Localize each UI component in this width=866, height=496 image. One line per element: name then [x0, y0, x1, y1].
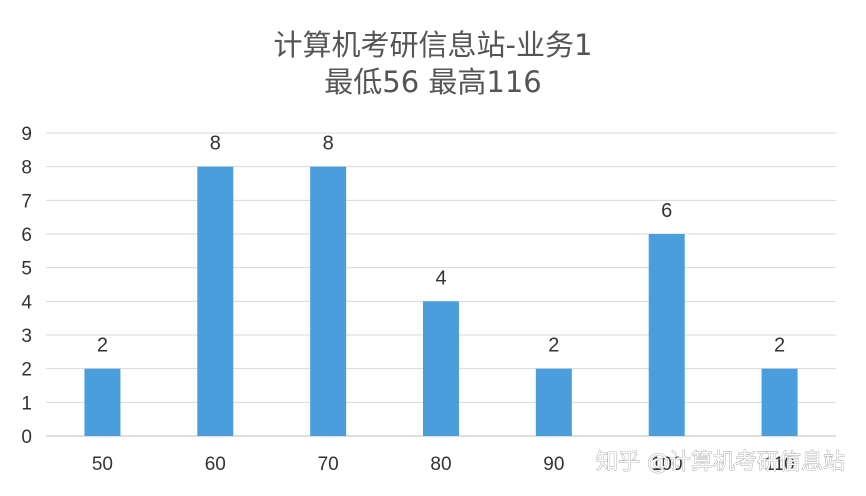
y-tick-label: 3: [21, 326, 32, 347]
data-label-110: 2: [774, 335, 785, 357]
y-tick-label: 0: [21, 427, 32, 448]
y-tick-label: 5: [21, 259, 32, 280]
data-label-60: 8: [210, 133, 221, 155]
x-tick-label-100: 100: [651, 454, 683, 475]
x-tick-label-70: 70: [318, 454, 339, 475]
data-label-90: 2: [548, 335, 559, 357]
y-tick-label: 7: [21, 191, 32, 212]
x-tick-label-90: 90: [543, 454, 564, 475]
y-tick-label: 6: [21, 225, 32, 246]
y-axis-ticks: 0 1 2 3 4 5 6 7 8 9: [21, 124, 32, 448]
y-tick-label: 1: [21, 393, 32, 414]
bar-60: [197, 166, 234, 436]
bars: [84, 166, 798, 436]
x-tick-label-50: 50: [92, 454, 113, 475]
x-tick-label-60: 60: [205, 454, 226, 475]
watermark-text: 知乎 @计算机考研信息站: [596, 450, 845, 475]
bar-80: [423, 301, 459, 436]
bar-110: [761, 368, 798, 436]
chart-subtitle: 最低56 最高116: [324, 65, 541, 99]
data-label-100: 6: [661, 200, 672, 222]
data-label-80: 4: [435, 267, 446, 289]
bar-90: [535, 368, 572, 436]
bar-70: [310, 166, 347, 436]
x-tick-label-110: 110: [764, 454, 794, 475]
y-tick-label: 8: [21, 158, 32, 179]
data-labels: 2 8 8 4 2 6 2: [97, 133, 785, 357]
x-tick-label-80: 80: [430, 454, 451, 475]
y-tick-label: 2: [21, 360, 32, 381]
chart-title: 计算机考研信息站-业务1: [274, 28, 593, 62]
bar-100: [648, 234, 685, 436]
x-axis-ticks: 50 60 70 80 90 100 110: [92, 454, 795, 475]
y-tick-label: 4: [21, 292, 32, 313]
bar-50: [84, 368, 121, 436]
data-label-70: 8: [323, 133, 334, 155]
data-label-50: 2: [97, 335, 108, 357]
y-tick-label: 9: [21, 124, 32, 145]
